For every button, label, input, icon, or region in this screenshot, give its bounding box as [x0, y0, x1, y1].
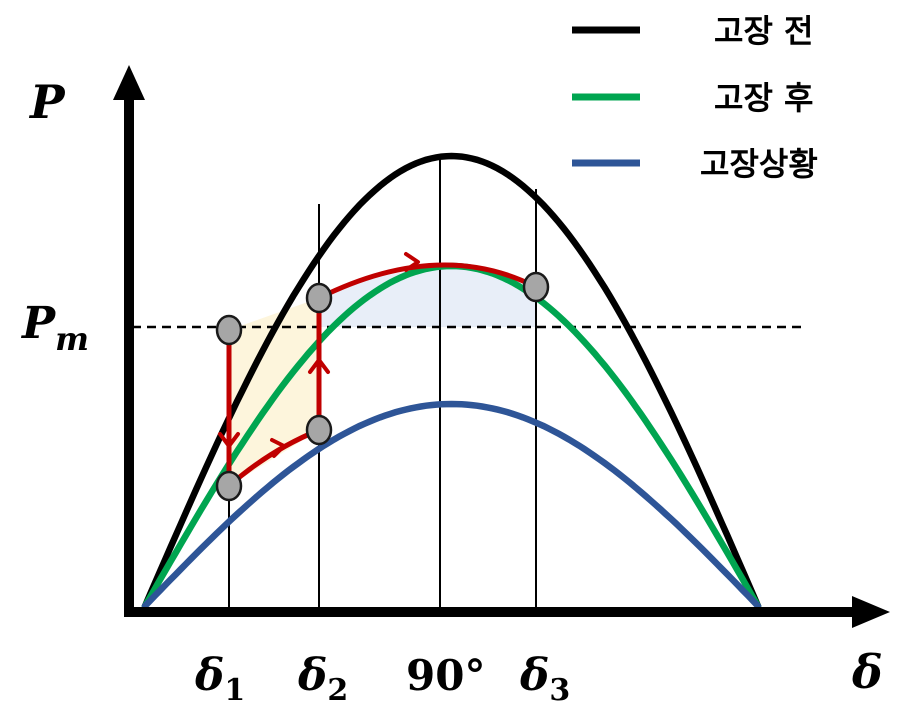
arrow-down-icon: [218, 432, 240, 448]
tick-delta3: δ3: [519, 650, 570, 708]
tick-90deg: 90°: [406, 651, 485, 700]
y-axis: [113, 65, 145, 615]
point-a-marker: [215, 314, 243, 346]
point-d-marker: [305, 282, 333, 314]
x-axis-label: δ: [851, 645, 883, 699]
legend-label-during-fault: 고장상황: [700, 145, 818, 183]
arrow-up-icon: [308, 358, 330, 374]
point-b-marker: [215, 470, 243, 502]
x-axis: [124, 596, 890, 628]
tick-delta2: δ2: [297, 650, 348, 708]
point-c-marker: [305, 414, 333, 446]
tick-delta1: δ1: [194, 650, 245, 708]
legend-label-pre-fault: 고장 전: [714, 12, 813, 50]
during-fault-curve: [141, 400, 762, 610]
arrow-right-icon: [404, 252, 420, 272]
point-e-marker: [522, 271, 550, 303]
legend: 고장 전 고장 후 고장상황: [572, 12, 818, 183]
pre-fault-curve: [141, 152, 762, 610]
deceleration-area: [319, 268, 536, 327]
pm-label: Pm: [20, 298, 89, 358]
legend-label-post-fault: 고장 후: [714, 79, 813, 117]
arrow-right-icon: [270, 438, 286, 458]
y-axis-label: P: [28, 75, 66, 129]
